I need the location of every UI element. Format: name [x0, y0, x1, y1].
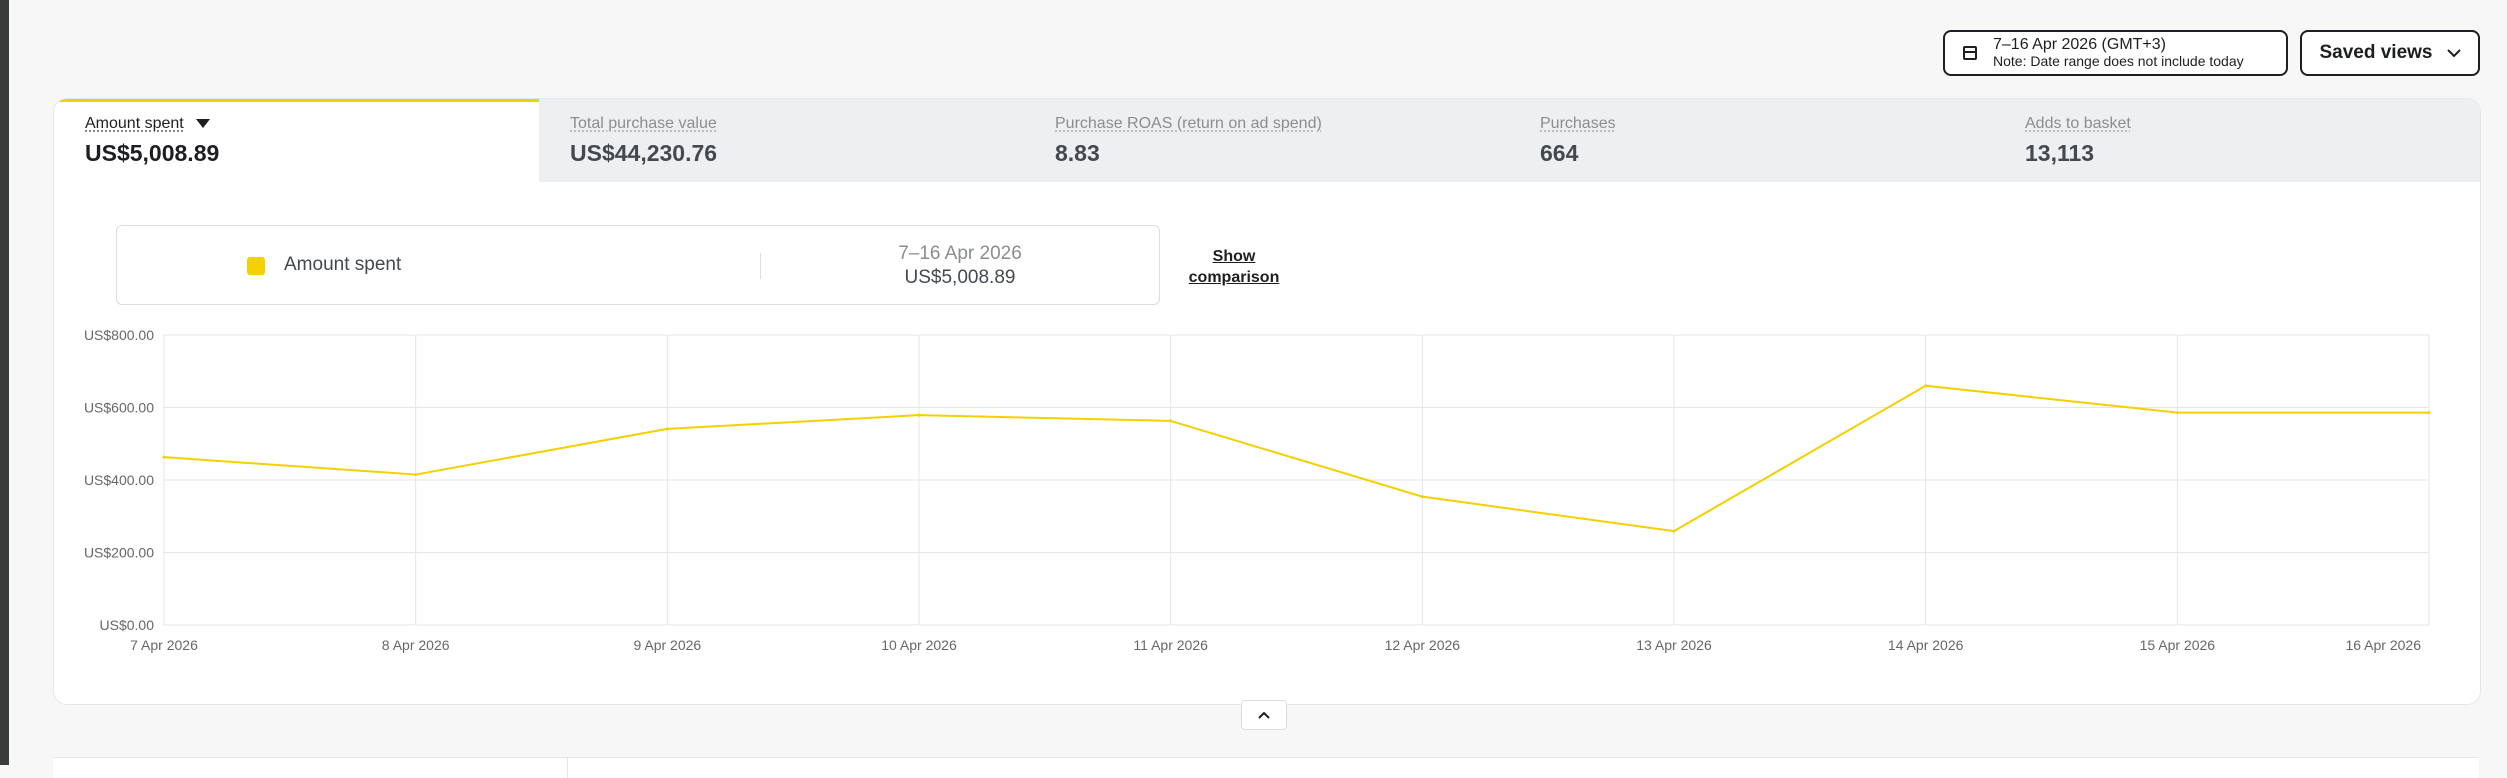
metric-tab-total-purchase-value[interactable]: Total purchase value US$44,230.76	[539, 99, 1024, 182]
data-point	[162, 455, 166, 459]
data-point	[917, 413, 921, 417]
chevron-down-icon	[2446, 48, 2461, 57]
x-tick-label: 10 Apr 2026	[881, 637, 957, 653]
y-tick-label: US$800.00	[84, 327, 154, 343]
y-tick-label: US$600.00	[84, 400, 154, 416]
performance-card: Amount spent US$5,008.89 Total purchase …	[53, 98, 2481, 705]
summary-period: 7–16 Apr 2026	[898, 243, 1022, 264]
show-comparison-link[interactable]: Show comparison	[1188, 248, 1280, 286]
collapse-chart-button[interactable]	[1241, 700, 1287, 730]
panel-divider	[567, 758, 568, 778]
left-rail	[0, 0, 9, 765]
summary-divider	[760, 253, 761, 279]
caret-down-icon[interactable]	[195, 119, 210, 129]
date-range-picker[interactable]: 7–16 Apr 2026 (GMT+3) Note: Date range d…	[1943, 30, 2288, 76]
y-tick-label: US$400.00	[84, 472, 154, 488]
x-tick-label: 14 Apr 2026	[1888, 637, 1964, 653]
x-tick-label: 7 Apr 2026	[130, 637, 198, 653]
data-point	[1420, 495, 1424, 499]
y-tick-label: US$0.00	[100, 617, 155, 633]
legend-label: Amount spent	[284, 254, 402, 275]
metric-label: Adds to basket	[2025, 115, 2131, 132]
metric-value: US$5,008.89	[85, 140, 220, 166]
x-tick-label: 9 Apr 2026	[633, 637, 701, 653]
x-tick-label: 12 Apr 2026	[1385, 637, 1461, 653]
saved-views-label: Saved views	[2319, 42, 2433, 63]
summary-total: US$5,008.89	[904, 267, 1016, 288]
metric-tab-purchase-roas[interactable]: Purchase ROAS (return on ad spend) 8.83	[1024, 99, 1509, 182]
saved-views-button[interactable]: Saved views	[2300, 30, 2480, 76]
x-tick-label: 15 Apr 2026	[2140, 637, 2216, 653]
metric-tab-adds-to-basket[interactable]: Adds to basket 13,113	[1994, 99, 2479, 182]
date-range-label: 7–16 Apr 2026 (GMT+3)	[1993, 36, 2166, 53]
date-range-text: 7–16 Apr 2026 (GMT+3) Note: Date range d…	[1993, 36, 2244, 70]
metric-value: US$44,230.76	[570, 140, 718, 166]
legend-swatch	[247, 257, 265, 275]
metric-label: Total purchase value	[570, 115, 717, 132]
metric-label: Purchases	[1540, 115, 1616, 132]
date-range-note: Note: Date range does not include today	[1993, 53, 2244, 69]
metric-tab-purchases[interactable]: Purchases 664	[1509, 99, 1994, 182]
metric-value: 13,113	[2025, 140, 2095, 166]
x-tick-label: 16 Apr 2026	[2345, 637, 2421, 653]
x-tick-label: 8 Apr 2026	[382, 637, 450, 653]
chart-summary-box: Amount spent 7–16 Apr 2026 US$5,008.89	[116, 225, 1160, 305]
data-point	[414, 473, 418, 477]
amount-spent-line-chart: US$0.00 US$200.00 US$400.00 US$600.00 US$800…	[84, 327, 2431, 653]
data-point	[1672, 529, 1676, 533]
metric-tab-amount-spent[interactable]: Amount spent US$5,008.89	[54, 99, 539, 182]
data-point	[1169, 419, 1173, 423]
data-point	[2175, 411, 2179, 415]
x-tick-label: 11 Apr 2026	[1133, 637, 1208, 653]
chevron-up-icon	[1258, 711, 1270, 719]
data-point	[2427, 411, 2431, 415]
series-line-amount-spent	[163, 384, 2429, 533]
x-tick-label: 13 Apr 2026	[1636, 637, 1712, 653]
metric-tabs: Amount spent US$5,008.89 Total purchase …	[54, 99, 2480, 182]
metric-value: 664	[1540, 140, 1579, 166]
bottom-panel	[53, 757, 2479, 778]
metric-label: Amount spent	[85, 115, 184, 132]
calendar-icon	[1963, 46, 1977, 60]
metric-value: 8.83	[1055, 140, 1100, 166]
y-tick-label: US$200.00	[84, 545, 154, 561]
data-point	[1924, 384, 1928, 388]
metric-label: Purchase ROAS (return on ad spend)	[1055, 115, 1322, 132]
data-point	[665, 427, 669, 431]
